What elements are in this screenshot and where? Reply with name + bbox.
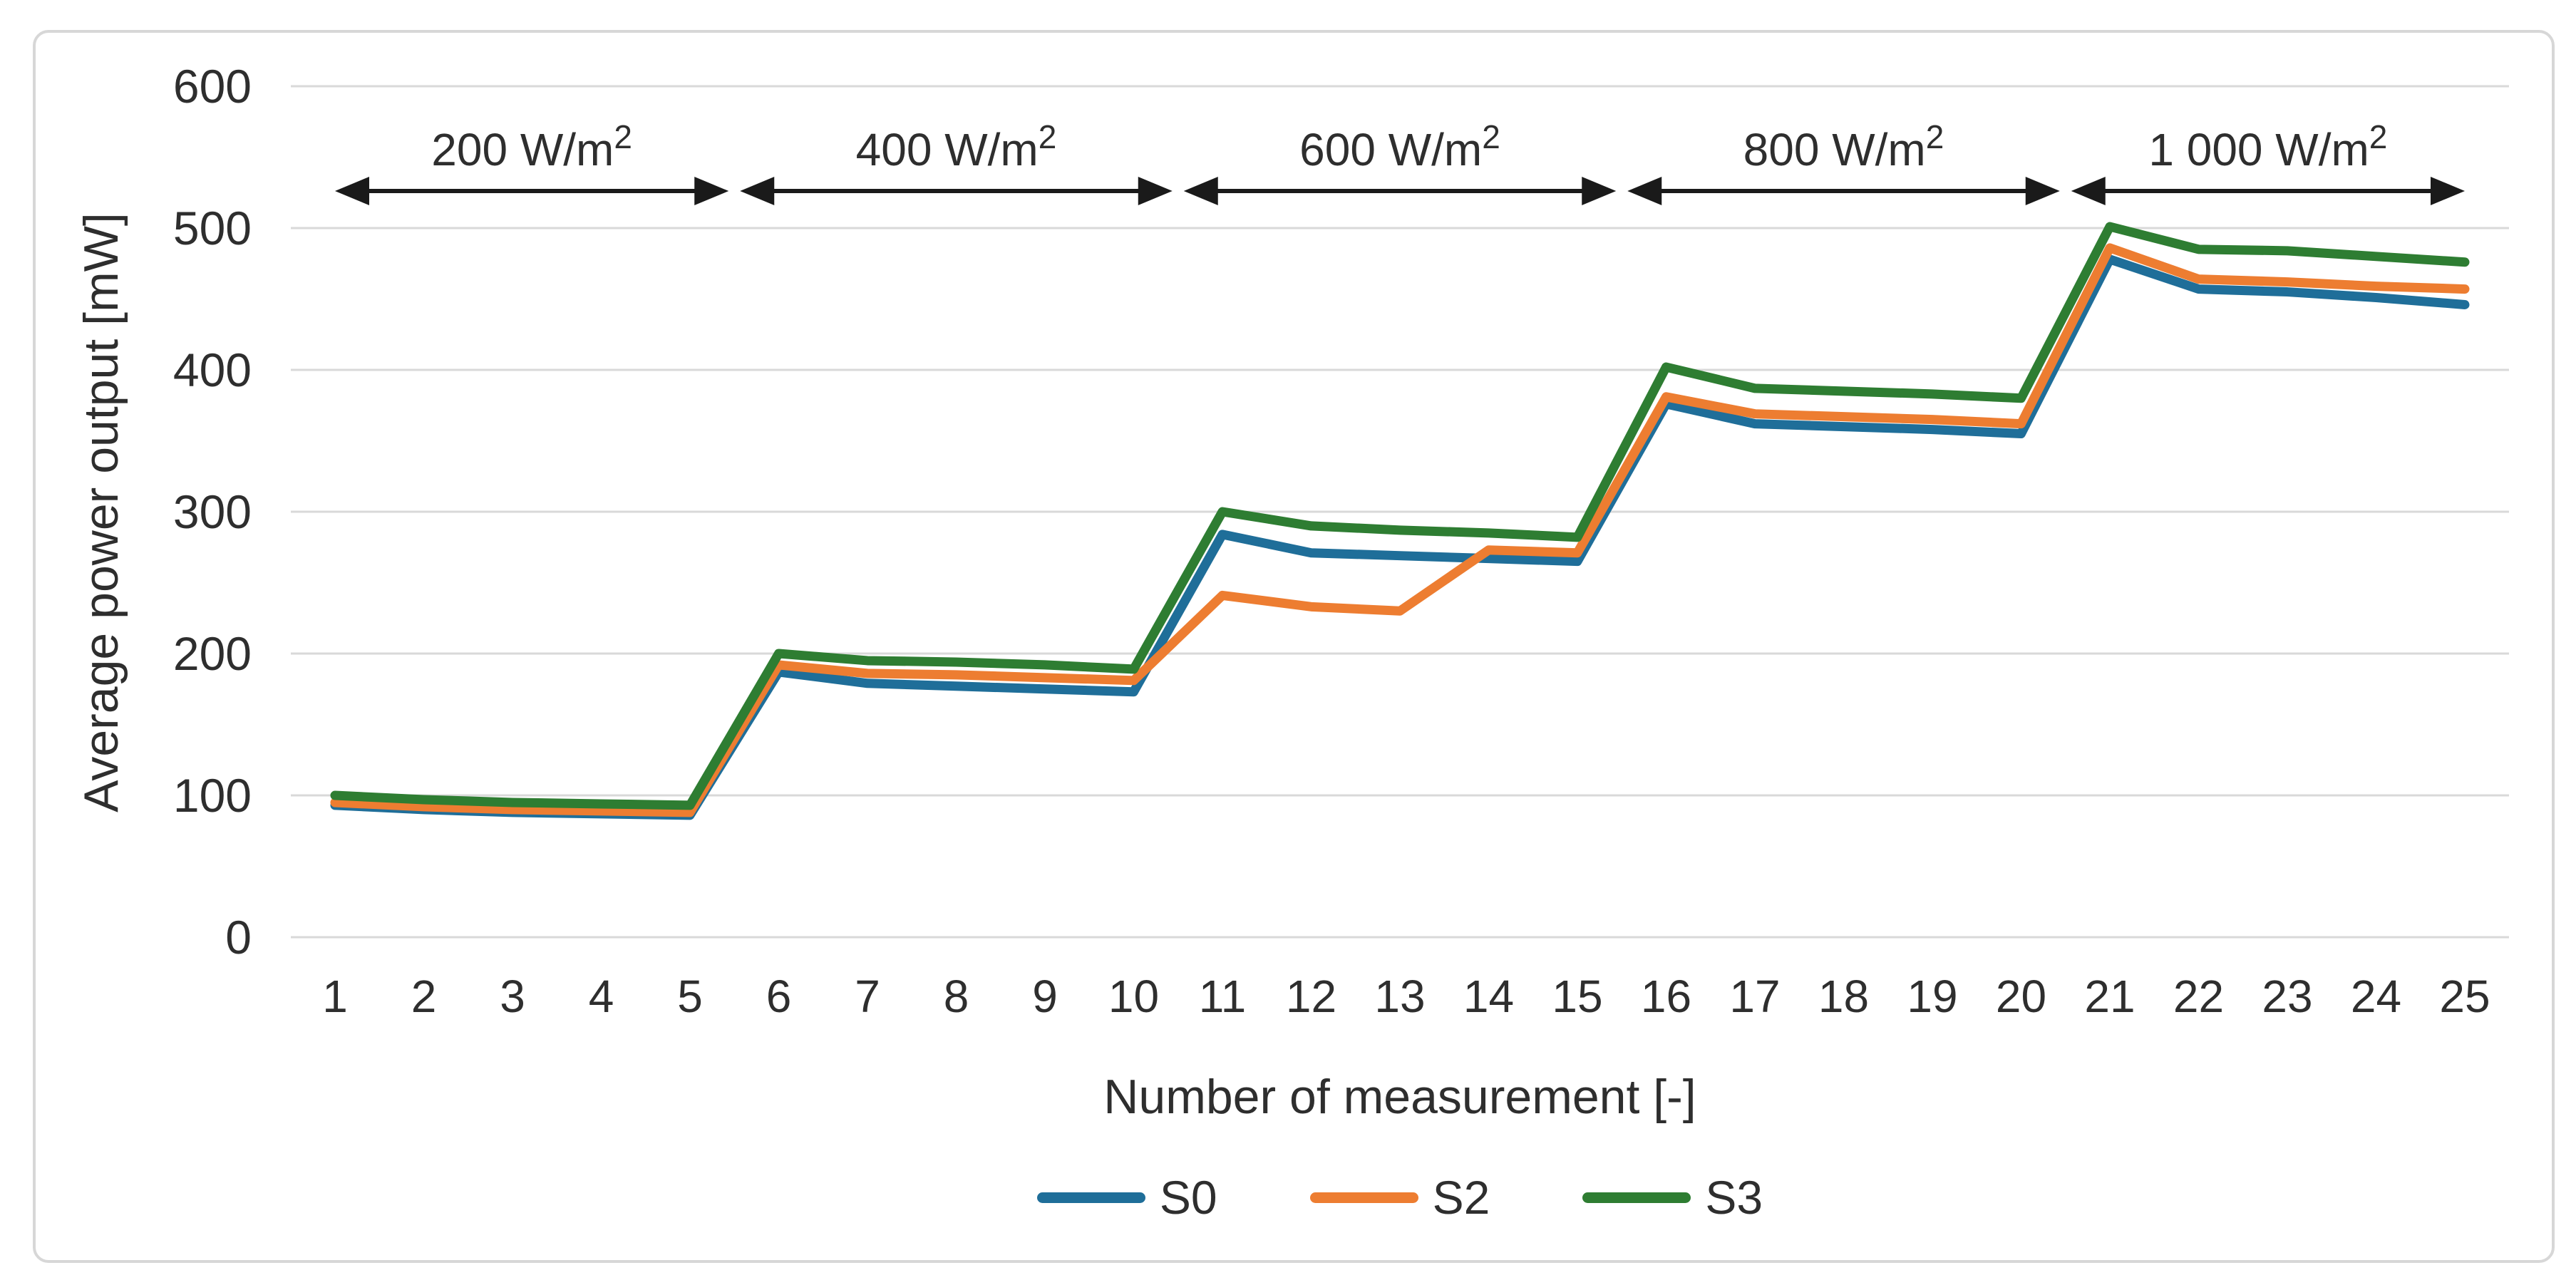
- arrow-left-head-icon: [335, 177, 369, 205]
- x-tick-label: 16: [1641, 971, 1691, 1022]
- x-tick-label: 5: [677, 971, 703, 1022]
- x-tick-label: 15: [1552, 971, 1602, 1022]
- x-tick-label: 3: [500, 971, 525, 1022]
- arrow-left-head-icon: [1627, 177, 1662, 205]
- y-tick-label: 300: [173, 485, 252, 538]
- legend-item-S0: S0: [1036, 1170, 1217, 1224]
- legend-label-S2: S2: [1432, 1171, 1490, 1224]
- irradiance-annotation: 200 W/m2: [335, 118, 729, 205]
- x-tick-label: 13: [1374, 971, 1425, 1022]
- y-axis-title: Average power output [mW]: [74, 212, 128, 812]
- legend-item-S2: S2: [1309, 1170, 1490, 1224]
- legend-label-S3: S3: [1705, 1171, 1763, 1224]
- legend-swatch-S2: [1309, 1192, 1418, 1203]
- y-tick-label: 200: [173, 627, 252, 680]
- x-tick-label: 10: [1108, 971, 1159, 1022]
- series-line-S3: [330, 222, 2470, 810]
- irradiance-label: 400 W/m2: [856, 118, 1057, 175]
- x-tick-label: 24: [2351, 971, 2401, 1022]
- irradiance-label: 200 W/m2: [431, 118, 632, 175]
- y-tick-label: 500: [173, 202, 252, 254]
- series-line-S0: [330, 254, 2470, 820]
- x-tick-label: 19: [1907, 971, 1957, 1022]
- x-tick-label: 17: [1729, 971, 1780, 1022]
- arrow-right-head-icon: [1582, 177, 1617, 205]
- x-tick-label: 11: [1199, 971, 1246, 1022]
- x-tick-label: 1: [322, 971, 348, 1022]
- arrow-left-head-icon: [2071, 177, 2106, 205]
- x-tick-label: 21: [2084, 971, 2135, 1022]
- arrow-left-head-icon: [1183, 177, 1218, 205]
- arrow-right-head-icon: [2431, 177, 2465, 205]
- x-tick-label: 2: [411, 971, 437, 1022]
- x-tick-label: 25: [2439, 971, 2490, 1022]
- x-tick-label: 7: [855, 971, 880, 1022]
- y-tick-label: 400: [173, 344, 252, 396]
- arrow-right-head-icon: [694, 177, 729, 205]
- x-tick-label: 12: [1286, 971, 1336, 1022]
- y-tick-label: 100: [173, 769, 252, 822]
- arrow-left-head-icon: [740, 177, 775, 205]
- irradiance-annotation: 400 W/m2: [740, 118, 1173, 205]
- x-axis-title: Number of measurement [-]: [1103, 1070, 1696, 1124]
- x-tick-label: 14: [1463, 971, 1514, 1022]
- y-tick-label: 0: [225, 911, 252, 964]
- x-tick-label: 9: [1032, 971, 1058, 1022]
- legend: S0 S2 S3: [291, 1162, 2509, 1233]
- irradiance-annotation: 1 000 W/m2: [2071, 118, 2465, 205]
- legend-item-S3: S3: [1582, 1170, 1763, 1224]
- x-tick-label: 18: [1818, 971, 1869, 1022]
- irradiance-annotation: 800 W/m2: [1627, 118, 2060, 205]
- legend-label-S0: S0: [1159, 1171, 1217, 1224]
- y-tick-label: 600: [173, 60, 252, 113]
- legend-swatch-S3: [1582, 1192, 1691, 1203]
- x-tick-label: 23: [2262, 971, 2312, 1022]
- arrow-right-head-icon: [2025, 177, 2060, 205]
- series-line-S2: [330, 243, 2470, 817]
- legend-swatch-S0: [1036, 1192, 1145, 1203]
- x-tick-label: 6: [766, 971, 792, 1022]
- irradiance-label: 1 000 W/m2: [2148, 118, 2387, 175]
- x-tick-label: 8: [944, 971, 969, 1022]
- x-tick-label: 4: [589, 971, 614, 1022]
- x-tick-label: 22: [2173, 971, 2224, 1022]
- irradiance-label: 600 W/m2: [1299, 118, 1500, 175]
- arrow-right-head-icon: [1138, 177, 1173, 205]
- irradiance-annotation: 600 W/m2: [1183, 118, 1617, 205]
- x-tick-label: 20: [1996, 971, 2046, 1022]
- irradiance-label: 800 W/m2: [1743, 118, 1944, 175]
